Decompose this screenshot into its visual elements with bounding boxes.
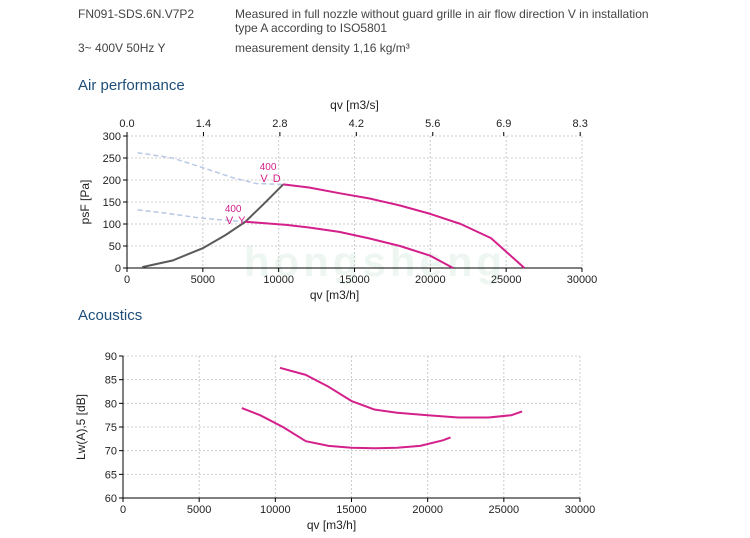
chart-0-y-axis-title: psF [Pa] [78,180,92,225]
chart-0-x2tick-label: 2.8 [272,118,287,130]
chart-0-ytick-label: 300 [103,131,121,143]
chart-0-ytick-label: 100 [103,219,121,231]
chart-1-ytick-label: 70 [105,446,117,458]
chart-0-xtick-label: 5000 [191,274,215,286]
chart-1-series-line-1 [241,407,451,450]
chart-1-ytick-label: 65 [105,469,117,481]
chart-0-xtick-label: 10000 [263,274,294,286]
chart-0-dashed-curve [137,151,284,186]
chart-0-xtick-label: 15000 [339,274,370,286]
chart-1-xtick-label: 0 [120,504,126,516]
chart-1-xtick-label: 10000 [260,504,291,516]
chart-1-ytick-label: 75 [105,422,117,434]
chart-1-ytick-label: 60 [105,493,117,505]
chart-0-series-label-conn: V D [260,173,281,185]
chart-1-xtick-label: 20000 [412,504,443,516]
chart-0-x2tick-label: 5.6 [425,118,440,130]
chart-1-x-axis-title: qv [m3/h] [307,518,356,532]
chart-0-ytick-label: 150 [103,197,121,209]
chart-0-series-label-conn: V Y [226,215,247,227]
chart-1-series-line-0 [279,366,523,419]
chart-0-ytick-label: 200 [103,175,121,187]
chart-0-dashed-curve [137,209,246,223]
chart-0-x2tick-label: 1.4 [196,118,211,130]
model-name: FN091-SDS.6N.V7P2 [78,7,195,21]
chart-0-ytick-label: 0 [115,263,121,275]
chart-1-y-axis-title: Lw(A),5 [dB] [74,394,88,460]
chart-0-series-line-0 [283,183,526,269]
chart-0-xtick-label: 25000 [491,274,522,286]
chart-1-ytick-label: 85 [105,375,117,387]
chart-0-series-label-rpm: 400 [260,162,277,173]
chart-0-x2tick-label: 0.0 [119,118,134,130]
acoustics-title: Acoustics [78,307,143,324]
chart-1-ytick-label: 90 [105,351,117,363]
chart-1-xtick-label: 5000 [187,504,211,516]
chart-0-x-axis-title: qv [m3/h] [310,288,359,302]
chart-0-x2tick-label: 4.2 [349,118,364,130]
chart-1-xtick-label: 25000 [489,504,520,516]
chart-0-series-label-rpm: 400 [225,204,242,215]
measurement-note-line2: type A according to ISO5801 [235,21,388,35]
chart-0-series-line-1 [245,220,454,269]
air-performance-title: Air performance [78,77,185,94]
chart-0-xtick-label: 0 [124,274,130,286]
chart-1-xtick-label: 30000 [565,504,596,516]
chart-0-x2tick-label: 8.3 [573,118,588,130]
chart-0-x2-axis-title: qv [m3/s] [330,98,379,112]
chart-0-xtick-label: 20000 [415,274,446,286]
chart-1-ytick-label: 80 [105,398,117,410]
chart-0-system-curve [141,183,284,269]
chart-0-ytick-label: 50 [109,241,121,253]
chart-0-ytick-label: 250 [103,153,121,165]
measurement-note-line1: Measured in full nozzle without guard gr… [235,7,649,21]
chart-0-xtick-label: 30000 [567,274,598,286]
measurement-density: measurement density 1,16 kg/m³ [235,41,410,55]
supply-voltage: 3~ 400V 50Hz Y [78,41,166,55]
chart-0-x2tick-label: 6.9 [496,118,511,130]
chart-1-xtick-label: 15000 [336,504,367,516]
